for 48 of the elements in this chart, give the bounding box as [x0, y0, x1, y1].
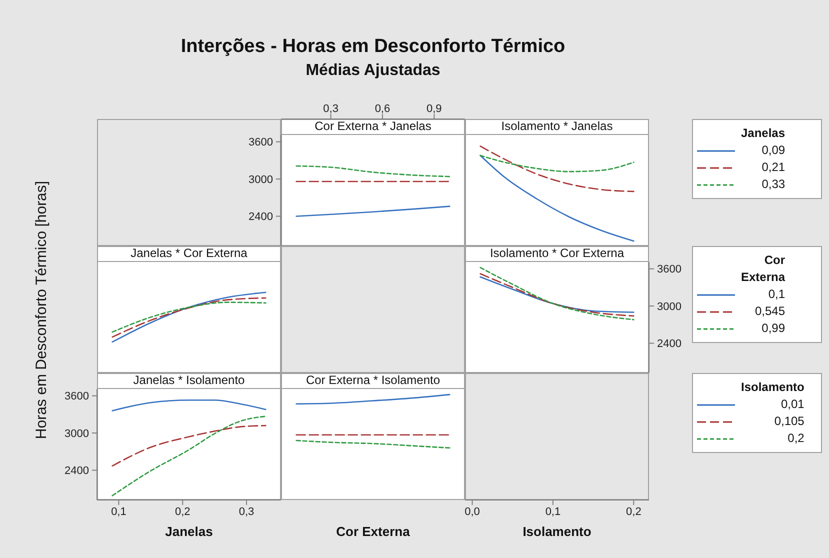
chart-title: Janelas * Cor Externa [97, 246, 281, 262]
legend-title: Cor Externa [741, 252, 786, 286]
y-tick-label: 2400 [64, 465, 89, 478]
line-series [112, 400, 266, 412]
text: 0,2 [788, 430, 804, 447]
x-tick-label: 0,2 [174, 506, 190, 518]
legend-label: 0,33 [762, 176, 786, 193]
line-series [112, 416, 266, 496]
y-tick-label: 3600 [64, 390, 89, 403]
x-axis-title: Janelas [164, 523, 214, 541]
y-tick-label: 3000 [248, 174, 273, 186]
line-series [296, 165, 450, 178]
chart-title: Isolamento * Cor Externa [465, 246, 649, 262]
text: 0,1 [768, 286, 786, 303]
x-tick-label: 0,3 [238, 506, 254, 518]
line-series [296, 206, 450, 217]
y-tick-label: 2400 [248, 211, 273, 224]
x-tick-label: 0,1 [545, 506, 561, 518]
y-tick-label: 3000 [64, 428, 89, 440]
x-axis-title: Isolamento [522, 523, 592, 541]
x-tick-label: 0,1 [111, 506, 126, 518]
line-series [112, 424, 266, 467]
chart-title: Cor Externa * Janelas [281, 119, 465, 135]
x-tick-label: 0,3 [323, 103, 338, 115]
x-tick-label: 0,0 [464, 506, 480, 518]
x-axis-title: Cor Externa [335, 523, 411, 541]
text: 0,105 [774, 413, 804, 430]
line-series [480, 266, 634, 320]
legend-label: 0,545 [755, 303, 786, 320]
text: Interções - Horas em Desconforto Térmico [180, 35, 566, 59]
chart-title: Cor Externa * Isolamento [281, 373, 465, 389]
y-axis-title: Horas em Desconforto Térmico [horas] [32, 179, 51, 441]
legend-label: 0,99 [762, 320, 786, 337]
text: Médias Ajustadas [304, 61, 442, 81]
x-tick-label: 0,9 [426, 103, 442, 115]
chart-title: Isolamento * Janelas [465, 119, 649, 135]
legend-label: 0,09 [762, 142, 786, 159]
y-tick-label: 3600 [248, 136, 273, 149]
legend-title: Isolamento [741, 379, 804, 396]
chart-title: Janelas * Isolamento [97, 373, 281, 389]
y2-tick-label: 3000 [657, 300, 682, 313]
legend-label: 0,21 [762, 159, 786, 176]
legend-title: Janelas [741, 125, 786, 142]
x-tick-label: 0,6 [374, 103, 390, 115]
text: 0,01 [781, 396, 804, 413]
x-tick-label: 0,2 [626, 506, 642, 518]
y2-tick-label: 2400 [657, 338, 682, 350]
y2-tick-label: 3600 [657, 264, 682, 276]
